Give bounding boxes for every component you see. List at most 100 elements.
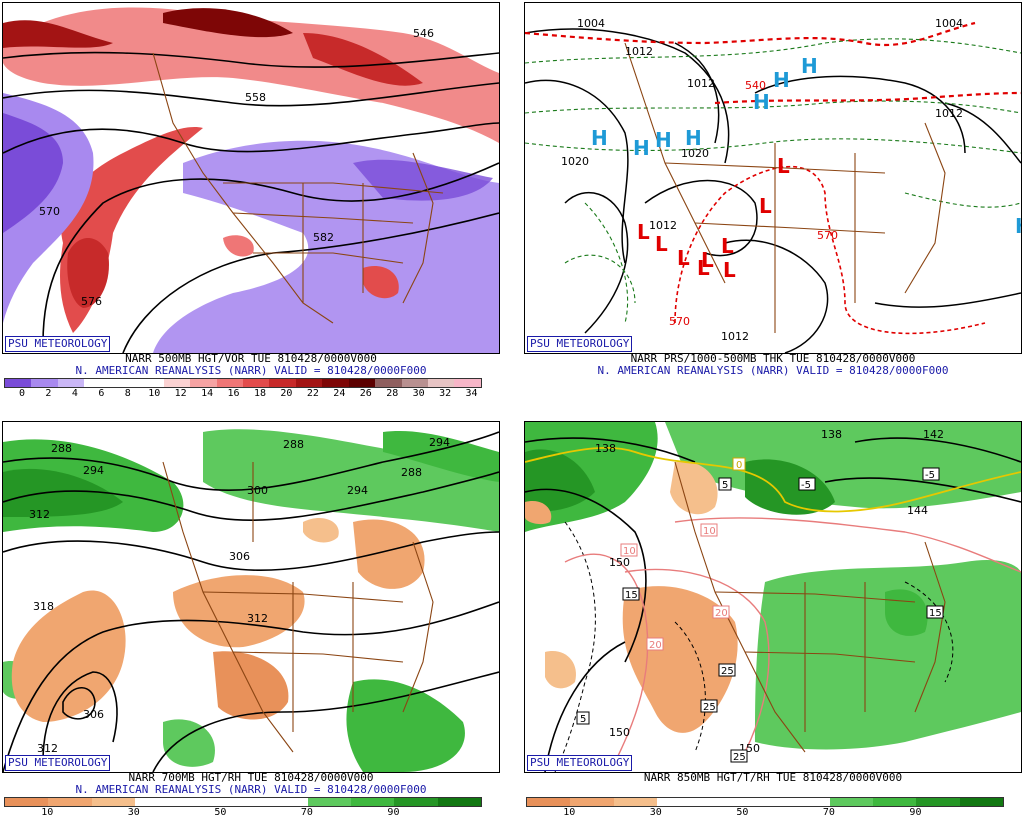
temperature-box: 20 — [712, 605, 730, 619]
panel-700mb-rh: 288 294 312 318 300 306 312 306 312 288 … — [0, 419, 502, 819]
colorbar-segment — [178, 798, 222, 806]
colorbar-segment — [190, 379, 217, 387]
isobar-label: 1012 — [935, 107, 963, 120]
map-500mb: 558 570 582 576 546 — [2, 2, 500, 354]
map-700mb: 288 294 312 318 300 306 312 306 312 288 … — [2, 421, 500, 773]
panel-caption: NARR 850MB HGT/T/RH TUE 810428/0000V000 — [643, 771, 903, 784]
colorbar-tick-label: 10 — [563, 807, 576, 818]
colorbar-segment — [527, 798, 571, 806]
low-pressure-marker: L — [777, 154, 790, 178]
colorbar-segment — [91, 798, 135, 806]
contour-label: 570 — [39, 205, 60, 218]
contour-label: 142 — [923, 428, 944, 441]
colorbar-tick-label: 18 — [253, 388, 267, 399]
temperature-box: 5 — [718, 477, 732, 491]
colorbar-segment — [221, 798, 265, 806]
temperature-box: 0 — [732, 457, 746, 471]
temperature-value: 10 — [703, 526, 716, 537]
contour-label: 288 — [401, 466, 422, 479]
colorbar-tick-label: 34 — [465, 388, 478, 399]
colorbar-segment — [110, 379, 138, 387]
colorbar-segment — [134, 798, 179, 806]
map-850mb-svg: 138 144 150 150 150 138 142 0 5 — [525, 422, 1021, 772]
colorbar-tick-label: 16 — [227, 388, 240, 399]
thickness-label: 540 — [745, 79, 766, 92]
colorbar-tick-label: 50 — [214, 807, 227, 818]
colorbar-segment — [916, 798, 960, 806]
colorbar-segment — [5, 379, 32, 387]
colorbar-segment — [829, 798, 874, 806]
colorbar-segment — [48, 798, 92, 806]
isobar-label: 1012 — [649, 219, 677, 232]
low-pressure-marker: L — [723, 258, 736, 282]
map-pressure: 1004 1012 1012 1020 1020 1012 1012 1004 … — [524, 2, 1022, 354]
temperature-value: 15 — [929, 608, 942, 619]
isobar-label: 1012 — [625, 45, 653, 58]
contour-label: 150 — [609, 556, 630, 569]
colorbar-tick-label: 30 — [127, 807, 140, 818]
colorbar-segment — [348, 379, 376, 387]
colorbar-tick-label: 22 — [306, 388, 319, 399]
colorbar-segment — [307, 798, 352, 806]
colorbar-segment — [351, 798, 395, 806]
isobar-label: 1004 — [577, 17, 605, 30]
rh-colorbar — [526, 797, 1004, 807]
psu-badge: PSU METEOROLOGY — [5, 755, 111, 771]
colorbar-segment — [743, 798, 787, 806]
temperature-box: 25 — [700, 699, 718, 713]
colorbar-tick-label: 26 — [359, 388, 372, 399]
panel-valid-caption: N. AMERICAN REANALYSIS (NARR) VALID = 81… — [75, 783, 427, 796]
isobar-label: 1012 — [687, 77, 715, 90]
high-pressure-marker: H — [753, 90, 770, 114]
low-pressure-marker: L — [721, 234, 734, 258]
high-pressure-marker: H — [685, 126, 702, 150]
temperature-value: 25 — [733, 752, 746, 763]
colorbar-segment — [322, 379, 349, 387]
colorbar-tick-label: 12 — [174, 388, 187, 399]
contour-label: 138 — [595, 442, 616, 455]
colorbar-segment — [613, 798, 657, 806]
colorbar-tick-label: 2 — [45, 388, 52, 399]
colorbar-tick-label: 90 — [909, 807, 922, 818]
psu-badge: PSU METEOROLOGY — [5, 336, 111, 352]
contour-label: 546 — [413, 27, 434, 40]
contour-label: 288 — [51, 442, 72, 455]
temperature-box: 10 — [700, 523, 718, 537]
colorbar-segment — [264, 798, 308, 806]
low-pressure-marker: L — [637, 220, 650, 244]
colorbar-tick-label: 0 — [18, 388, 26, 399]
colorbar-tick-label: 10 — [148, 388, 161, 399]
colorbar-segment — [394, 798, 438, 806]
isobar-label: 1020 — [681, 147, 709, 160]
colorbar-segment — [570, 798, 614, 806]
temperature-value: -5 — [925, 470, 935, 481]
isobar-label: 1012 — [721, 330, 749, 343]
temperature-box: 10 — [620, 543, 638, 557]
psu-badge: PSU METEOROLOGY — [527, 336, 633, 352]
high-pressure-marker: H — [655, 128, 672, 152]
panel-caption: NARR 500MB HGT/VOR TUE 810428/0000V000 — [125, 352, 377, 365]
contour-label: 294 — [347, 484, 368, 497]
temperature-value: 15 — [625, 590, 638, 601]
colorbar-tick-label: 20 — [280, 388, 293, 399]
temperature-box: 15 — [622, 587, 640, 601]
colorbar-tick-label: 70 — [300, 807, 313, 818]
panel-caption: NARR PRS/1000-500MB THK TUE 810428/0000V… — [630, 352, 916, 365]
high-pressure-marker: H — [1015, 214, 1021, 238]
temperature-value: 5 — [580, 714, 586, 725]
contour-label: 306 — [229, 550, 250, 563]
contour-label: 582 — [313, 231, 334, 244]
temperature-value: 20 — [649, 640, 662, 651]
map-850mb: 138 144 150 150 150 138 142 0 5 — [524, 421, 1022, 773]
colorbar-segment — [700, 798, 744, 806]
panel-valid-caption: N. AMERICAN REANALYSIS (NARR) VALID = 81… — [597, 364, 949, 377]
contour-label: 294 — [83, 464, 104, 477]
colorbar-tick-label: 30 — [649, 807, 662, 818]
colorbar-segment — [216, 379, 243, 387]
temperature-value: 10 — [623, 546, 636, 557]
panel-850mb-temp-rh: 138 144 150 150 150 138 142 0 5 — [522, 419, 1024, 819]
rh-colorbar-ticks: 10 30 50 70 90 — [4, 807, 482, 819]
colorbar-tick-label: 90 — [387, 807, 400, 818]
psu-badge: PSU METEOROLOGY — [527, 755, 633, 771]
temperature-box: 15 — [926, 605, 944, 619]
